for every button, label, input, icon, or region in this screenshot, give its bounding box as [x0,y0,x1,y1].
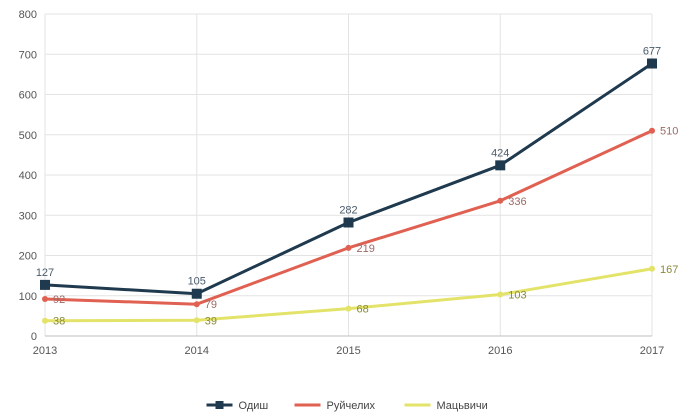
y-tick-label: 700 [19,49,37,61]
data-label: 127 [36,267,54,279]
data-label: 38 [53,316,65,328]
data-point [649,127,655,134]
y-tick-label: 0 [31,331,37,343]
x-tick-label: 2016 [488,345,512,357]
data-label: 105 [188,276,206,288]
y-tick-label: 100 [19,291,37,303]
y-tick-label: 200 [19,251,37,263]
data-label: 282 [339,204,357,216]
legend-label: Мацьвичи [437,400,488,412]
y-tick-label: 800 [19,9,37,21]
data-label: 510 [660,126,678,138]
data-label: 336 [508,196,526,208]
x-axis-ticks: 2013 2014 2015 2016 2017 [33,345,664,357]
data-point [42,295,48,302]
data-point [191,288,202,299]
legend-label: Руйчелих [327,400,376,412]
x-tick-label: 2015 [336,345,360,357]
data-point [193,317,200,324]
y-tick-label: 400 [19,170,37,182]
legend-marker [215,401,224,409]
data-point [345,305,352,312]
gridlines [44,13,653,337]
y-tick-label: 600 [19,90,37,102]
data-point [649,265,655,272]
legend-label: Одиш [239,400,269,412]
data-point [497,291,504,298]
y-tick-label: 300 [19,210,37,222]
x-tick-label: 2014 [185,345,209,357]
data-point [40,279,50,290]
data-label: 92 [53,294,65,306]
data-label: 677 [643,46,661,58]
data-point [193,301,200,308]
legend: Одиш Руйчелих Мацьвичи [206,400,488,412]
data-point [345,244,352,251]
data-label: 68 [357,304,369,316]
data-label: 103 [508,290,526,302]
data-label: 39 [205,315,217,327]
data-point [343,217,354,228]
data-label: 167 [660,264,678,276]
data-point [42,317,48,324]
data-point [647,58,657,69]
y-tick-label: 500 [19,130,37,142]
data-labels: 127 105 282 424 677 92 79 219 336 510 38 39 68 103 167 [36,46,679,328]
x-tick-label: 2013 [33,345,57,357]
data-point [497,197,504,204]
data-label: 79 [205,299,217,311]
y-axis-ticks: 0 100 200 300 400 500 600 700 800 [19,9,37,343]
data-point [495,160,506,171]
series-lines [40,58,657,324]
data-label: 219 [357,243,375,255]
x-tick-label: 2017 [640,345,664,357]
data-label: 424 [491,147,509,159]
